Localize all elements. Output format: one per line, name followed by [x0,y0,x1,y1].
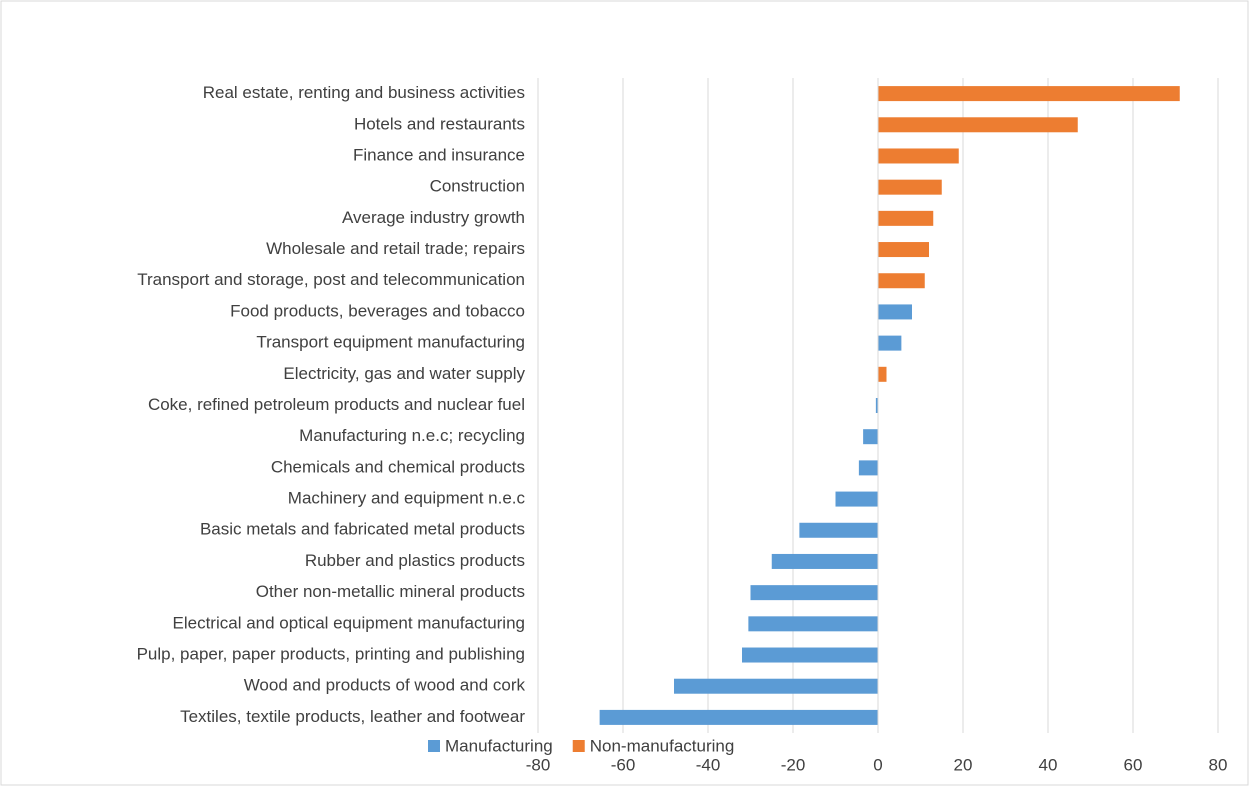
x-tick-label: -80 [526,755,551,774]
bar [878,335,902,351]
y-tick-label: Finance and insurance [353,145,525,164]
x-tick-label: 0 [873,755,882,774]
y-tick-label: Textiles, textile products, leather and … [180,707,525,726]
y-tick-label: Food products, beverages and tobacco [230,301,525,320]
bar [858,460,878,476]
y-tick-label: Rubber and plastics products [305,551,525,570]
y-tick-label: Hotels and restaurants [354,114,525,133]
x-tick-label: -60 [611,755,636,774]
bar [674,678,878,694]
bar [771,553,878,569]
y-tick-label: Wholesale and retail trade; repairs [266,239,525,258]
bar [878,210,934,226]
x-tick-label: -20 [781,755,806,774]
y-tick-label: Coke, refined petroleum products and nuc… [148,395,525,414]
bar [878,242,929,258]
bar [878,304,912,320]
bar [799,522,878,538]
bar [748,616,878,632]
y-tick-label: Manufacturing n.e.c; recycling [299,426,525,445]
bar [863,429,878,445]
y-tick-label: Machinery and equipment n.e.c [288,489,526,508]
bar [878,179,942,195]
y-tick-label: Pulp, paper, paper products, printing an… [137,645,525,664]
y-tick-label: Wood and products of wood and cork [244,676,526,695]
legend-label: Manufacturing [445,736,553,755]
y-tick-label: Other non-metallic mineral products [256,582,525,601]
bar [878,86,1180,102]
y-tick-label: Transport and storage, post and telecomm… [137,270,525,289]
y-tick-label: Construction [430,177,525,196]
y-tick-label: Real estate, renting and business activi… [203,83,525,102]
y-tick-label: Average industry growth [342,208,525,227]
x-tick-label: 80 [1209,755,1228,774]
x-tick-label: 60 [1124,755,1143,774]
y-tick-label: Basic metals and fabricated metal produc… [200,520,525,539]
bar [835,491,878,507]
bar [878,273,925,289]
y-tick-label: Electrical and optical equipment manufac… [173,613,525,632]
x-tick-label: 40 [1039,755,1058,774]
bar [878,366,887,382]
legend-swatch [572,740,585,752]
bar [878,117,1078,133]
y-tick-label: Transport equipment manufacturing [256,333,525,352]
bar [599,709,878,725]
y-tick-label: Electricity, gas and water supply [283,364,525,383]
bar [742,647,878,663]
x-tick-label: 20 [954,755,973,774]
bar [875,398,878,413]
y-tick-label: Chemicals and chemical products [271,457,525,476]
bar [750,585,878,601]
bar [878,148,959,164]
legend-label: Non-manufacturing [590,736,735,755]
legend-swatch [428,740,440,752]
x-tick-label: -40 [696,755,721,774]
